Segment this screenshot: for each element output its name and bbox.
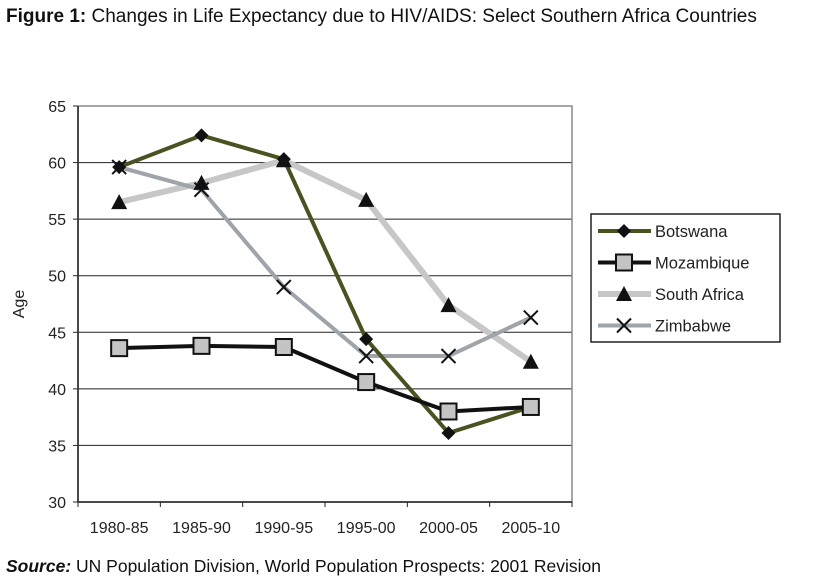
- plot-area: [77, 105, 573, 503]
- source-text: UN Population Division, World Population…: [76, 556, 601, 576]
- data-point-mozambique: [110, 339, 129, 358]
- legend-marker: [616, 317, 632, 334]
- data-point-zimbabwe: [358, 348, 374, 364]
- data-point-south-africa: [111, 194, 128, 210]
- y-axis-label: Age: [11, 290, 28, 319]
- data-point-mozambique: [521, 397, 540, 416]
- source-note: Source: UN Population Division, World Po…: [6, 556, 601, 577]
- figure-title: Changes in Life Expectancy due to HIV/AI…: [91, 6, 757, 27]
- series-line-south-africa: [118, 157, 533, 365]
- x-tick-label: 1990-95: [254, 520, 313, 537]
- data-point-botswana: [112, 160, 127, 175]
- legend-marker: [615, 253, 633, 272]
- x-tick-label: 1995-00: [337, 520, 396, 537]
- data-point-mozambique: [357, 373, 376, 392]
- y-tick-label: 55: [48, 212, 66, 229]
- data-point-botswana: [194, 128, 209, 143]
- data-point-zimbabwe: [276, 279, 292, 295]
- y-tick-label: 65: [48, 99, 66, 116]
- data-point-botswana: [359, 332, 374, 347]
- series-line-mozambique: [119, 343, 531, 414]
- legend-label: Zimbabwe: [655, 318, 731, 336]
- figure-label: Figure 1:: [6, 6, 87, 27]
- data-point-botswana: [441, 425, 456, 440]
- data-point-zimbabwe: [193, 182, 210, 198]
- legend-marker: [617, 224, 631, 238]
- y-tick-label: 50: [48, 269, 66, 286]
- data-point-botswana: [276, 152, 291, 167]
- chart-title: Figure 1: Changes in Life Expectancy due…: [6, 4, 806, 30]
- data-point-south-africa: [358, 191, 375, 207]
- data-point-south-africa: [522, 353, 539, 369]
- y-tick-label: 45: [48, 325, 66, 342]
- legend-marker: [616, 286, 632, 301]
- data-point-zimbabwe: [523, 309, 539, 326]
- x-tick-label: 1985-90: [172, 520, 231, 537]
- y-tick-label: 40: [48, 382, 66, 399]
- legend-label: South Africa: [655, 286, 745, 304]
- legend-label: Mozambique: [655, 255, 749, 273]
- data-point-mozambique: [192, 336, 211, 355]
- y-tick-label: 35: [48, 438, 66, 455]
- series-line-botswana: [118, 133, 532, 435]
- x-tick-label: 1980-85: [90, 520, 149, 537]
- legend-label: Botswana: [655, 223, 728, 241]
- x-tick-label: 2000-05: [419, 520, 478, 537]
- x-tick-label: 2005-10: [501, 520, 560, 537]
- data-point-mozambique: [439, 402, 458, 421]
- y-tick-label: 60: [48, 156, 66, 173]
- series-line-zimbabwe: [118, 165, 532, 359]
- data-point-south-africa: [440, 297, 457, 313]
- data-point-mozambique: [274, 337, 293, 356]
- source-label: Source:: [6, 556, 72, 576]
- y-tick-label: 30: [48, 495, 66, 512]
- data-point-zimbabwe: [440, 348, 457, 364]
